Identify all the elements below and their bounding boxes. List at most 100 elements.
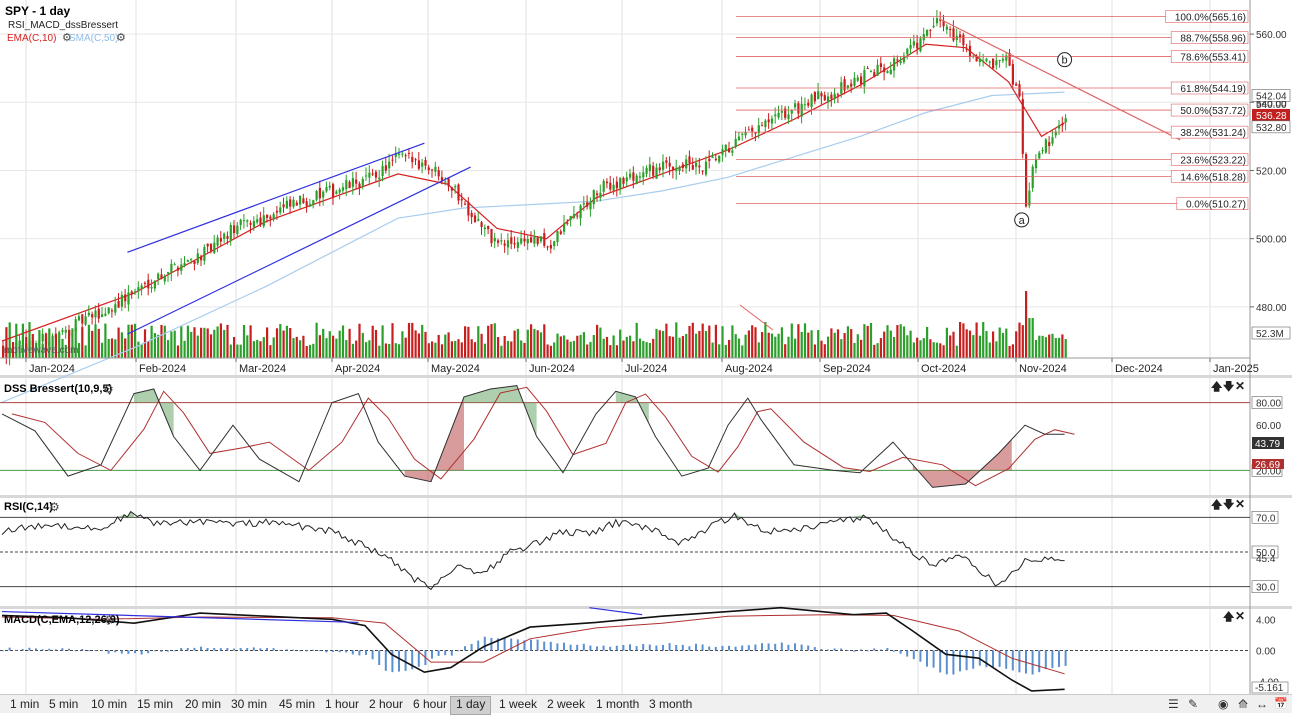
eye-icon[interactable]: ◉: [1218, 697, 1229, 711]
macd-lines: [1, 606, 1065, 692]
trendline[interactable]: [127, 166, 471, 335]
volume-bar: [721, 326, 724, 358]
chart-canvas[interactable]: 100.0%(565.16) 88.7%(558.96) 78.6%(553.41)…: [0, 0, 1292, 694]
trendline[interactable]: [127, 142, 425, 253]
draw-icon[interactable]: ✎: [1188, 697, 1199, 711]
calendar-icon[interactable]: 📅: [1274, 698, 1288, 710]
ema-gear-icon[interactable]: ⚙: [62, 32, 72, 44]
price-pane[interactable]: 100.0%(565.16) 88.7%(558.96) 78.6%(553.41)…: [1, 4, 1291, 403]
time-tick-label: Nov-2024: [1019, 363, 1067, 375]
rsi-pane[interactable]: RSI(C,14) ⚙ 70.0 50.0 30.0 45.4: [0, 500, 1279, 594]
wave-label[interactable]: a: [1019, 215, 1026, 227]
close-icon[interactable]: ✕: [1235, 497, 1245, 511]
macd-divergence-line[interactable]: [1, 610, 359, 624]
brush-icon[interactable]: ⟰: [1238, 697, 1249, 711]
time-axis[interactable]: Jan-2024 Feb-2024 Mar-2024 Apr-2024 May-2024…: [0, 357, 1259, 375]
trendline[interactable]: [938, 18, 1181, 141]
volume-tag-label: 52.3M: [1256, 329, 1284, 340]
macd-hist-bar: [193, 647, 196, 651]
menu-icon[interactable]: ☰: [1168, 697, 1179, 711]
macd-hist-bar: [497, 638, 499, 651]
volume-bar: [477, 326, 480, 358]
volume-bar: [190, 331, 193, 358]
range-icon[interactable]: ↔: [1256, 697, 1268, 711]
timeframe-1-week[interactable]: 1 week: [499, 697, 538, 711]
wave-labels[interactable]: ab: [1014, 52, 1073, 228]
macd-hist-bar: [926, 650, 928, 667]
timeframe-30-min[interactable]: 30 min: [231, 697, 268, 711]
timeframe-6-hour[interactable]: 6 hour: [413, 697, 448, 711]
timeframe-10-min[interactable]: 10 min: [91, 697, 128, 711]
timeframe-45-min[interactable]: 45 min: [279, 697, 316, 711]
timeframe-1-hour[interactable]: 1 hour: [325, 697, 360, 711]
dss-pane[interactable]: DSS Bressert(10,9,5) ⚙ 80.00 20.00 60.00 43…: [0, 382, 1284, 488]
candle: [596, 193, 599, 196]
candle: [572, 214, 576, 218]
close-icon[interactable]: ✕: [1235, 609, 1245, 623]
rsi-pane-controls[interactable]: 🡅 🡇 ✕: [1211, 497, 1245, 511]
move-down-icon[interactable]: 🡇: [1223, 380, 1235, 393]
timeframe-1-min[interactable]: 1 min: [10, 697, 40, 711]
move-up-icon[interactable]: 🡅: [1211, 498, 1223, 511]
wave-label-circle[interactable]: [1014, 212, 1030, 228]
rsi-gear-icon[interactable]: ⚙: [49, 500, 60, 514]
timeframe-20-min[interactable]: 20 min: [185, 697, 222, 711]
macd-pane-controls[interactable]: 🡅 ✕: [1223, 609, 1245, 623]
volume-bar: [1028, 318, 1031, 358]
volume-bar: [467, 326, 470, 358]
volume-bar: [398, 344, 401, 358]
candle: [714, 158, 717, 161]
candle: [843, 79, 846, 91]
timeframe-1-month[interactable]: 1 month: [596, 697, 640, 711]
trendlines[interactable]: [127, 18, 1181, 335]
fib-level-label: 23.6%(523.22): [1180, 155, 1246, 166]
ema-legend[interactable]: EMA(C,10): [7, 33, 56, 44]
candle: [328, 185, 331, 188]
fibonacci-retracement[interactable]: 100.0%(565.16) 88.7%(558.96) 78.6%(553.41)…: [736, 10, 1249, 211]
move-up-icon[interactable]: 🡅: [1211, 380, 1223, 393]
macd-hist-bar: [833, 648, 836, 651]
macd-divergence-lines[interactable]: [1, 607, 643, 624]
volume-bar: [833, 332, 836, 358]
pane-separator[interactable]: [0, 375, 1292, 378]
move-up-icon[interactable]: 🡅: [1223, 610, 1235, 623]
candle: [731, 150, 734, 153]
macd-pane[interactable]: MACD(C,EMA,12,26,9) ⚙ 4.000.00-4.00-5.16…: [0, 606, 1289, 694]
rsi-zone-fill: [850, 515, 864, 518]
volume-bar: [219, 323, 222, 358]
candles: [2, 10, 1067, 366]
close-icon[interactable]: ✕: [1235, 379, 1245, 393]
candle: [658, 167, 661, 171]
dss-pane-controls[interactable]: 🡅 🡇 ✕: [1211, 379, 1245, 393]
timeframe-5-min[interactable]: 5 min: [49, 697, 79, 711]
volume-trendline[interactable]: [739, 304, 774, 331]
volume-bar: [513, 330, 516, 358]
price-tag: [1251, 120, 1291, 134]
volume-bar: [777, 333, 780, 358]
pane-separator[interactable]: [0, 606, 1292, 609]
sma-gear-icon[interactable]: ⚙: [116, 32, 126, 44]
timeframe-2-week[interactable]: 2 week: [547, 697, 586, 711]
dss-gear-icon[interactable]: ⚙: [103, 382, 114, 396]
timeframe-15-min[interactable]: 15 min: [137, 697, 174, 711]
candle: [51, 335, 54, 343]
price-axis[interactable]: 480.00500.00520.00540.00560.00542.04540.…: [1250, 30, 1291, 340]
volume-bar: [866, 325, 869, 358]
macd-hist-bar: [1044, 650, 1047, 670]
sma-legend[interactable]: SMA(C,50): [69, 33, 118, 44]
timeframe-3-month[interactable]: 3 month: [649, 697, 693, 711]
volume-bar: [569, 341, 572, 358]
volume-bar: [711, 342, 714, 358]
timeframe-1-day[interactable]: 1 day: [450, 696, 492, 715]
candle: [724, 144, 727, 152]
timeframe-2-hour[interactable]: 2 hour: [369, 697, 404, 711]
wave-label-circle[interactable]: [1057, 52, 1073, 68]
move-down-icon[interactable]: 🡇: [1223, 498, 1235, 511]
pane-separator[interactable]: [0, 495, 1292, 498]
volume-bar: [41, 343, 44, 358]
wave-label[interactable]: b: [1062, 55, 1068, 67]
macd-gear-icon[interactable]: ⚙: [104, 613, 115, 627]
macd-divergence-line[interactable]: [589, 607, 643, 616]
candle: [480, 222, 483, 228]
rsi-level-tag: [1251, 545, 1279, 559]
